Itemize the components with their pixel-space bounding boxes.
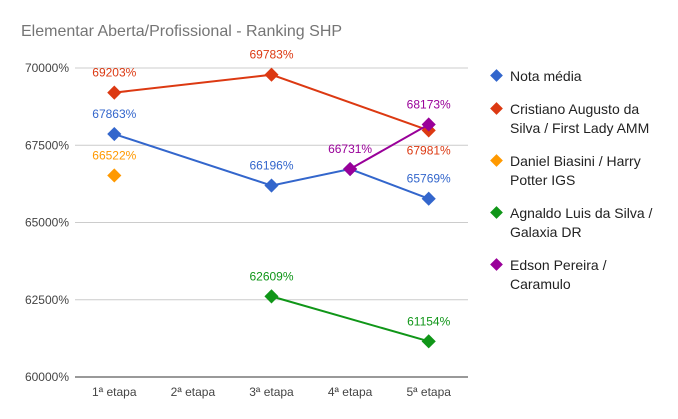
legend-marker [490,154,503,167]
y-tick-label: 67500% [25,138,69,152]
data-point [421,334,436,349]
data-label: 67863% [92,107,136,121]
legend-label: Daniel Biasini / Harry [510,153,641,169]
chart-title: Elementar Aberta/Profissional - Ranking … [21,23,342,40]
y-tick-label: 60000% [25,370,69,384]
data-point [264,178,279,193]
data-label: 69203% [92,66,136,80]
data-label: 67981% [407,143,451,157]
data-label: 65769% [407,172,451,186]
legend-marker [490,258,503,271]
legend-label: Nota média [510,68,582,84]
data-point [421,117,436,132]
data-point [107,168,122,183]
x-tick-label: 5ª etapa [406,385,451,399]
data-label: 66522% [92,148,136,162]
legend-label: Edson Pereira / [510,257,607,273]
legend-label: Caramulo [510,276,571,292]
data-label: 61154% [407,314,450,328]
data-label: 66731% [328,142,372,156]
series-line [114,73,430,132]
legend-marker [490,206,503,219]
series-line [349,123,430,170]
data-point [264,67,279,82]
legend-label: Potter IGS [510,172,575,188]
x-tick-label: 1ª etapa [92,385,137,399]
legend-marker [490,69,503,82]
legend-label: Agnaldo Luis da Silva / [510,205,653,221]
data-point [264,289,279,304]
series-line [113,133,430,200]
legend-marker [490,102,503,115]
data-label: 68173% [407,97,451,111]
x-tick-label: 2ª etapa [171,385,216,399]
data-label: 62609% [249,269,293,283]
x-tick-label: 4ª etapa [328,385,373,399]
data-point [421,191,436,206]
data-point [107,126,122,142]
data-point [107,85,122,100]
y-tick-label: 70000% [25,61,69,75]
data-label: 69783% [249,48,293,62]
data-label: 66196% [249,159,293,173]
legend-label: Galaxia DR [510,224,582,240]
series-line [271,295,429,343]
y-tick-label: 65000% [25,216,69,230]
legend-label: Cristiano Augusto da [510,101,639,117]
y-tick-label: 62500% [25,293,69,307]
legend-label: Silva / First Lady AMM [510,120,649,136]
x-tick-label: 3ª etapa [249,385,294,399]
data-point [343,161,358,177]
